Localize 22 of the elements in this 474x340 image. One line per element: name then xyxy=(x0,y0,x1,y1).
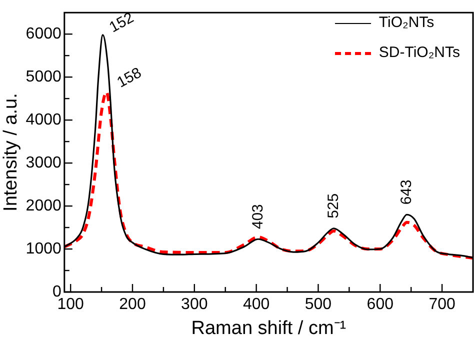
x-tick-label: 400 xyxy=(242,296,270,314)
x-tick-label: 500 xyxy=(304,296,332,314)
x-axis-title: Raman shift / cm⁻¹ xyxy=(191,318,346,339)
annotation: 158 xyxy=(114,64,144,92)
x-tick-label: 200 xyxy=(119,296,146,314)
y-tick-label: 4000 xyxy=(26,111,62,128)
y-tick-label: 5000 xyxy=(26,68,62,86)
x-tick-label: 100 xyxy=(57,296,84,314)
legend-label: SD-TiO₂NTs xyxy=(378,43,460,63)
legend-label: TiO₂NTs xyxy=(378,13,434,33)
annotation: 643 xyxy=(398,180,415,205)
y-axis-title: Intensity / a.u. xyxy=(0,93,22,212)
y-tick-label: 6000 xyxy=(26,26,62,42)
x-tick-label: 600 xyxy=(366,296,394,314)
annotation: 152 xyxy=(106,9,137,36)
y-tick-label: 2000 xyxy=(26,197,62,214)
x-tick-label: 300 xyxy=(181,296,208,314)
annotation: 525 xyxy=(324,193,342,218)
x-tick-label: 700 xyxy=(428,296,456,314)
y-tick-label: 3000 xyxy=(26,154,62,172)
y-tick-label: 1000 xyxy=(26,240,62,258)
annotation: 403 xyxy=(249,204,266,230)
